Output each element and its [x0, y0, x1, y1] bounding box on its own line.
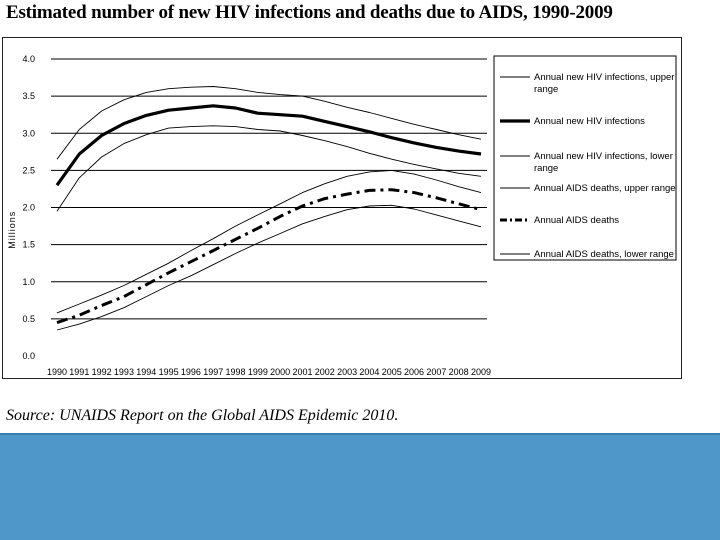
legend-label: Annual AIDS deaths, lower range	[534, 249, 674, 260]
blank-text-panel	[0, 433, 720, 540]
y-tick-label: 0.0	[22, 351, 35, 361]
y-tick-label: 2.0	[22, 203, 35, 213]
x-tick-label: 2009	[471, 367, 491, 377]
series-line-4	[56, 188, 482, 325]
x-tick-label: 2001	[292, 367, 312, 377]
legend-box	[493, 55, 677, 261]
x-tick-label: 2004	[359, 367, 379, 377]
x-tick-label: 1994	[136, 367, 156, 377]
x-tick-label: 1997	[203, 367, 223, 377]
chart-title: Estimated number of new HIV infections a…	[6, 2, 613, 23]
y-tick-label: 3.0	[22, 128, 35, 138]
x-tick-label: 2008	[449, 367, 469, 377]
x-tick-label: 1999	[248, 367, 268, 377]
x-tick-label: 2006	[404, 367, 424, 377]
x-tick-label: 1998	[226, 367, 246, 377]
y-tick-label: 4.0	[22, 54, 35, 64]
series-line-1	[55, 104, 482, 187]
legend-label: Annual new HIV infections, lower	[534, 151, 673, 162]
x-tick-label: 2002	[315, 367, 335, 377]
x-tick-label: 1995	[159, 367, 179, 377]
x-tick-label: 1996	[181, 367, 201, 377]
x-tick-label: 2005	[382, 367, 402, 377]
series-line-0	[56, 86, 482, 160]
legend-label: range	[534, 163, 558, 174]
y-tick-label: 1.5	[22, 240, 35, 250]
chart-frame: 0.0 0.5 1.0 1.5 2.0 2.5 3.0 3.5 4.0 Millions 1990 1…	[2, 37, 682, 379]
x-tick-label: 2000	[270, 367, 290, 377]
series-line-5	[56, 204, 482, 331]
series-line-3	[56, 169, 482, 314]
x-tick-label: 1990	[47, 367, 67, 377]
legend-label: Annual new HIV infections	[534, 116, 645, 127]
source-note: Source: UNAIDS Report on the Global AIDS…	[6, 407, 399, 424]
y-axis-label: Millions	[7, 211, 17, 249]
legend-label: range	[534, 84, 558, 95]
x-tick-label: 2003	[337, 367, 357, 377]
x-tick-label: 2007	[426, 367, 446, 377]
y-tick-label: 2.5	[22, 165, 35, 175]
legend-label: Annual new HIV infections, upper	[534, 72, 674, 83]
x-tick-label: 1992	[92, 367, 112, 377]
series-line-2	[56, 125, 482, 212]
legend-label: Annual AIDS deaths, upper range	[534, 183, 676, 194]
x-tick-label: 1993	[114, 367, 134, 377]
y-tick-label: 1.0	[22, 277, 35, 287]
y-tick-label: 0.5	[22, 314, 35, 324]
x-tick-label: 1991	[69, 367, 89, 377]
y-tick-label: 3.5	[22, 91, 35, 101]
legend-label: Annual AIDS deaths	[534, 215, 619, 226]
